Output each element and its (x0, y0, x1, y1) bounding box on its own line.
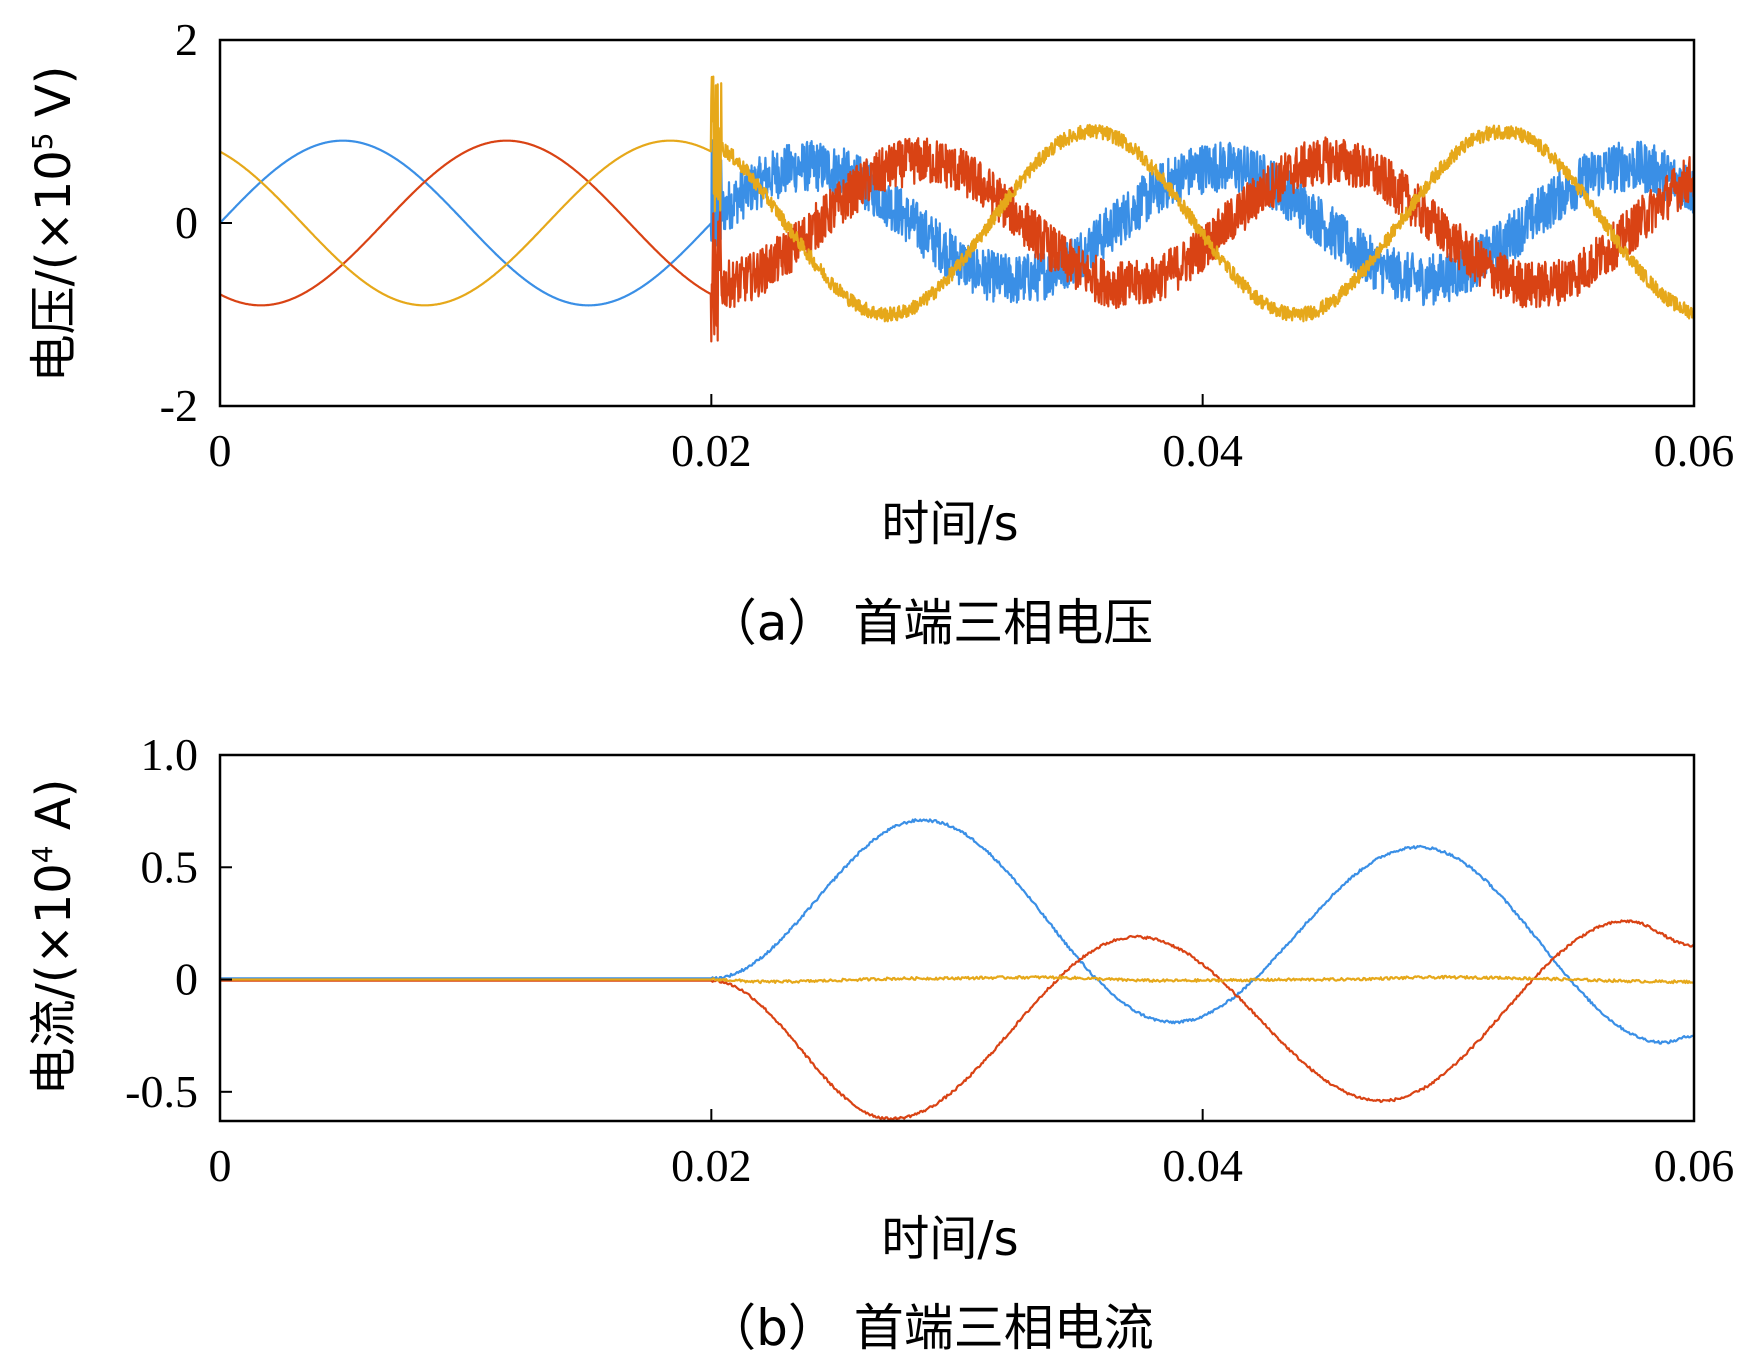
x-tick-label: 0.02 (671, 425, 752, 476)
voltage-y-axis-label: 电压/(×105 V) (26, 66, 82, 383)
x-tick-label: 0 (209, 425, 232, 476)
y-tick-label: -2 (160, 380, 198, 431)
voltage-series-group (220, 75, 1694, 343)
current-series-group (220, 818, 1694, 1121)
x-tick-label: 0.04 (1162, 425, 1243, 476)
voltage-x-axis-label: 时间/s (881, 496, 1018, 552)
y-tick-label: -0.5 (125, 1066, 198, 1117)
voltage-panel: 0 0.02 0.04 0.06-202 电压/(×105 V) 时间/s （a） 首… (26, 14, 1734, 652)
series-line-a (220, 818, 1694, 1045)
y-tick-label: 2 (175, 14, 198, 65)
x-tick-label: 0 (209, 1140, 232, 1191)
y-tick-label: 0 (175, 954, 198, 1005)
current-ticks: 0 0.02 0.04 0.06-0.500.51.0 (125, 729, 1734, 1191)
x-tick-label: 0.06 (1654, 425, 1735, 476)
voltage-plot-frame (218, 38, 1696, 408)
voltage-ticks: 0 0.02 0.04 0.06-202 (160, 14, 1735, 476)
series-line-b (220, 136, 1694, 343)
x-tick-label: 0.04 (1162, 1140, 1243, 1191)
current-caption: （b） 首端三相电流 (706, 1299, 1154, 1357)
series-line-b (220, 919, 1694, 1121)
current-plot-frame (218, 753, 1696, 1123)
y-tick-label: 0 (175, 197, 198, 248)
current-panel: 0 0.02 0.04 0.06-0.500.51.0 电流/(×104 A) 时间/… (26, 729, 1734, 1357)
x-tick-label: 0.02 (671, 1140, 752, 1191)
series-line-c (220, 75, 1694, 323)
x-tick-label: 0.06 (1654, 1140, 1735, 1191)
voltage-caption: （a） 首端三相电压 (707, 594, 1154, 652)
current-y-axis-label: 电流/(×104 A) (26, 779, 82, 1096)
series-line-a (220, 137, 1694, 307)
y-tick-label: 0.5 (141, 841, 199, 892)
series-line-c (220, 974, 1694, 985)
current-x-axis-label: 时间/s (881, 1211, 1018, 1267)
y-tick-label: 1.0 (141, 729, 199, 780)
